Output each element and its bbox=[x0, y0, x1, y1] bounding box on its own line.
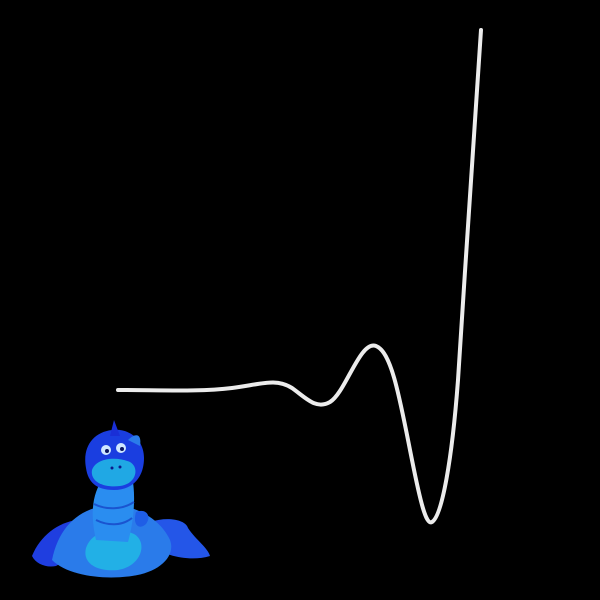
dragon-arm bbox=[134, 510, 149, 527]
dragon-neck-stripe bbox=[95, 517, 133, 526]
dragon-snout bbox=[91, 458, 136, 487]
dragon-nostril bbox=[110, 466, 114, 470]
dragon-crest bbox=[110, 420, 120, 436]
dragon-nostril-2 bbox=[118, 465, 122, 469]
dragon-neck-stripe-2 bbox=[93, 501, 135, 510]
waveform-curve bbox=[116, 28, 483, 525]
dragon-left-pupil bbox=[105, 449, 109, 453]
dragon-right-pupil bbox=[120, 447, 124, 451]
dragon-ear bbox=[128, 435, 141, 446]
dragon-figurine-icon bbox=[32, 420, 210, 578]
